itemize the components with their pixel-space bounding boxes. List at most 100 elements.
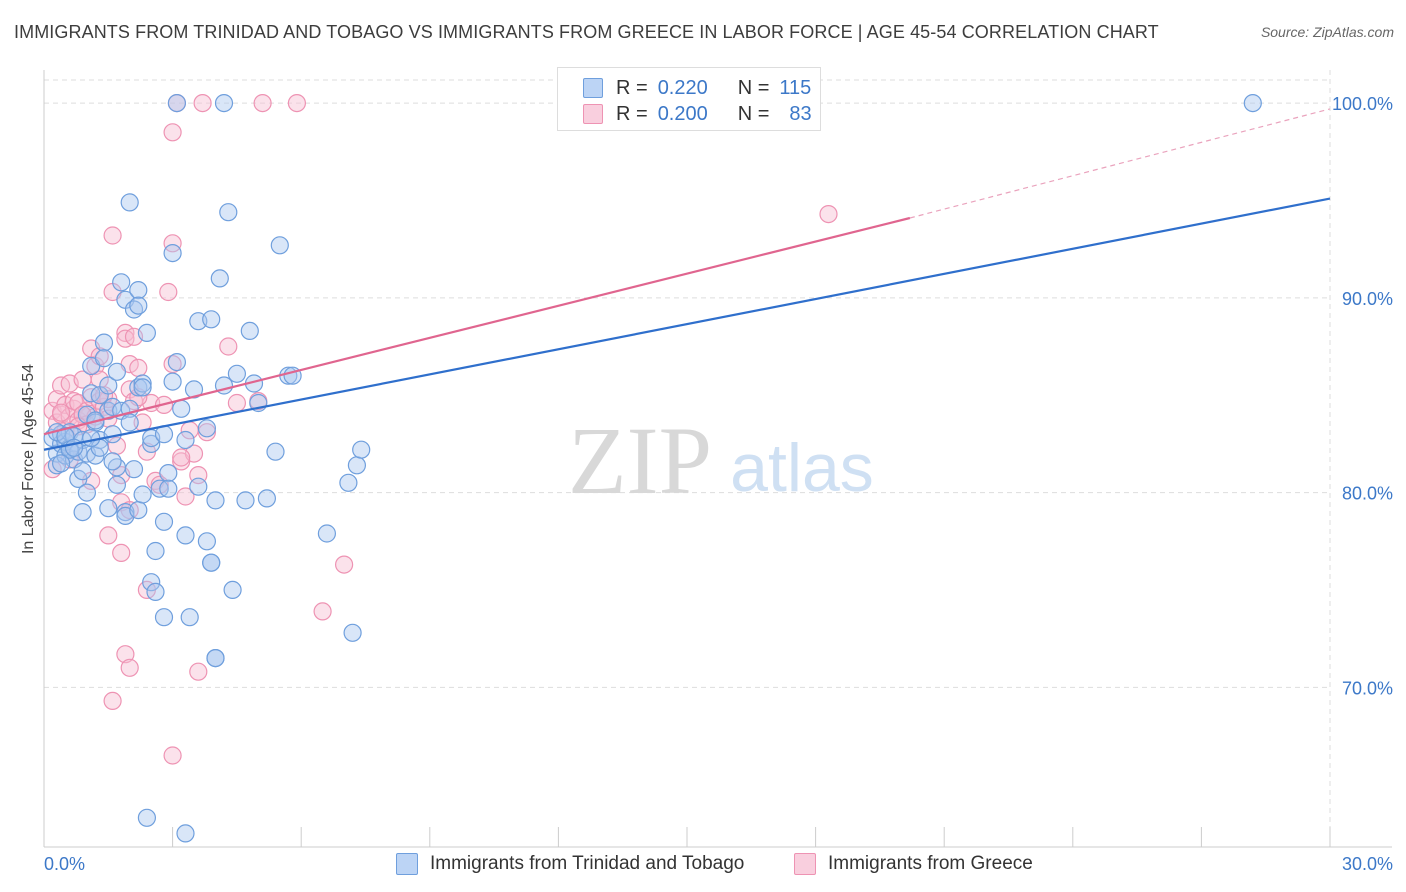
trinidad-point	[1243, 93, 1262, 113]
trinidad-point	[214, 93, 234, 113]
trinidad-point	[163, 244, 182, 263]
greece-point	[99, 526, 118, 545]
trinidad-point	[257, 489, 276, 508]
legend-n-value: 83	[789, 102, 812, 125]
y-tick-label: 90.0%	[1342, 289, 1393, 309]
greece-point	[313, 602, 332, 621]
trinidad-point	[94, 333, 114, 352]
trinidad-point	[133, 374, 152, 393]
trinidad-points	[43, 93, 1262, 843]
trinidad-point	[176, 526, 195, 545]
trinidad-point	[189, 477, 208, 496]
greece-point	[163, 123, 182, 142]
trinidad-point	[176, 430, 195, 450]
trinidad-point	[236, 491, 255, 510]
legend-r-value: 0.200	[657, 102, 708, 125]
greece-point	[172, 448, 191, 467]
trinidad-point	[163, 372, 182, 391]
y-tick-label: 70.0%	[1342, 678, 1393, 698]
trinidad-point	[77, 483, 97, 502]
y-tick-label: 80.0%	[1342, 484, 1393, 504]
greece-point	[219, 337, 238, 356]
trinidad-point	[142, 573, 161, 592]
trinidad-point	[159, 464, 178, 483]
y-axis-label: In Labor Force | Age 45-54	[20, 363, 37, 555]
trinidad-point	[270, 236, 289, 255]
trinidad-point	[347, 456, 366, 475]
trinidad-point	[99, 499, 118, 518]
trinidad-point	[154, 512, 174, 531]
greece-point	[197, 423, 216, 442]
greece-point	[112, 543, 131, 563]
trinidad-point	[197, 419, 216, 438]
trinidad-point	[202, 553, 221, 572]
trinidad-point	[180, 608, 199, 627]
legend-r-label: R =	[616, 102, 648, 125]
bottom-legend-trinidad: Immigrants from Trinidad and Tobago	[396, 851, 744, 877]
greece-point	[163, 746, 182, 765]
trinidad-point	[227, 364, 246, 383]
trend-lines	[43, 108, 1331, 451]
trinidad-point	[343, 623, 362, 642]
trinidad-point	[137, 323, 156, 342]
trinidad-point	[107, 362, 127, 381]
greece-point	[176, 487, 195, 506]
trinidad-point	[103, 452, 122, 471]
legend-swatch-pink	[583, 104, 603, 124]
trinidad-point	[129, 281, 148, 300]
watermark-atlas: atlas	[730, 430, 874, 506]
legend-r-value: 0.220	[657, 76, 708, 99]
greece-trend-extension	[909, 108, 1331, 219]
legend-row-greece: R = 0.200 N = 83	[558, 101, 812, 127]
trinidad-point	[172, 399, 191, 418]
trinidad-point	[129, 296, 148, 315]
trinidad-point	[159, 479, 178, 498]
greece-point	[335, 555, 354, 574]
trinidad-point	[317, 524, 336, 543]
legend-n-value: 115	[779, 76, 812, 99]
legend-swatch-blue	[583, 78, 603, 98]
bottom-legend-greece: Immigrants from Greece	[794, 851, 1033, 877]
trinidad-point	[154, 608, 174, 627]
trinidad-point	[202, 310, 221, 329]
trinidad-point	[339, 473, 358, 492]
trinidad-point	[73, 502, 92, 522]
trinidad-point	[137, 808, 156, 827]
source-label: Source: ZipAtlas.com	[1260, 24, 1394, 40]
greece-point	[159, 282, 178, 302]
trinidad-point	[82, 429, 101, 448]
trinidad-point	[94, 349, 114, 368]
greece-point	[163, 234, 182, 253]
bottom-legend-swatch-blue	[396, 853, 418, 875]
greece-point	[819, 205, 838, 224]
watermark: ZIP atlas	[568, 407, 874, 514]
bottom-legend-label-greece: Immigrants from Greece	[828, 853, 1033, 874]
greece-point	[120, 658, 139, 677]
legend-n-label: N =	[737, 76, 770, 99]
chart-title: IMMIGRANTS FROM TRINIDAD AND TOBAGO VS I…	[14, 22, 1159, 42]
trinidad-point	[197, 532, 216, 551]
greece-point	[227, 393, 246, 413]
bottom-legend-swatch-pink	[794, 853, 816, 875]
trinidad-point	[240, 321, 259, 340]
trinidad-point	[133, 378, 152, 397]
greece-point	[129, 358, 148, 377]
trinidad-point	[120, 413, 139, 432]
correlation-legend: R = 0.220 N = 115 R = 0.200 N = 83	[557, 67, 821, 131]
trinidad-point	[167, 353, 186, 372]
greece-point	[116, 323, 135, 342]
trinidad-point	[184, 380, 204, 399]
trinidad-point	[120, 193, 139, 212]
trinidad-point	[112, 273, 131, 292]
axes	[43, 70, 1392, 848]
trinidad-point	[99, 376, 118, 395]
trinidad-point	[206, 491, 225, 510]
trinidad-point	[51, 454, 71, 473]
greece-point	[116, 645, 135, 664]
greece-point	[193, 93, 212, 113]
trinidad-point	[142, 434, 161, 453]
trinidad-point	[352, 440, 371, 459]
legend-n-label: N =	[737, 102, 770, 125]
greece-point	[253, 93, 272, 113]
trinidad-trend-line	[43, 197, 1331, 451]
